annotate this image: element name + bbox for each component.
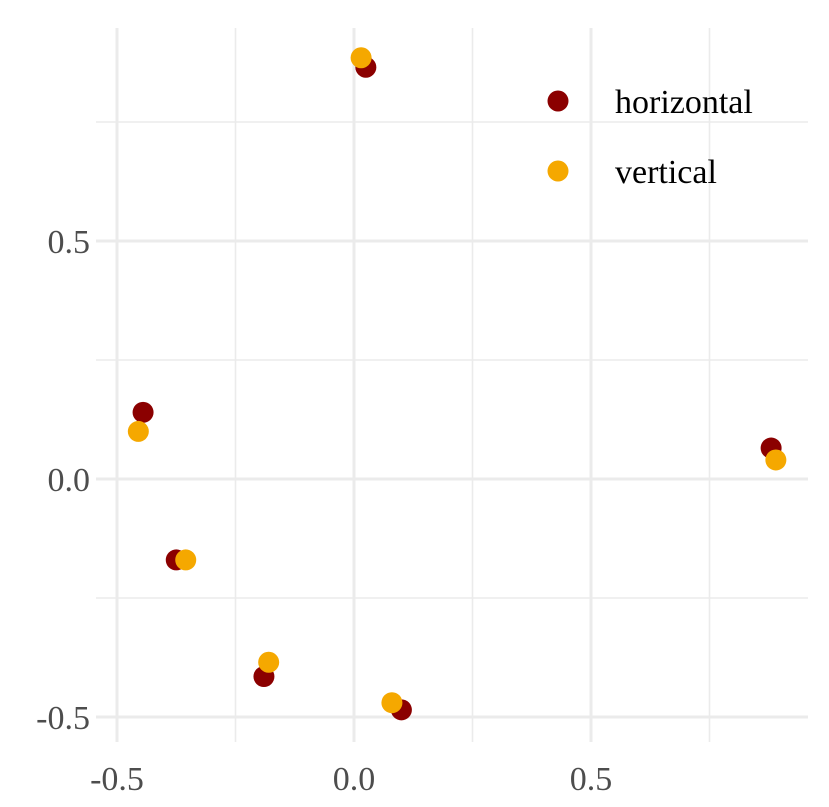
data-point-horizontal bbox=[132, 401, 154, 423]
data-point-vertical bbox=[765, 449, 787, 471]
tick-labels: -0.5 0.0 0.5 -0.5 0.0 0.5 bbox=[36, 224, 612, 798]
x-tick-label: 0.5 bbox=[570, 761, 613, 798]
legend: horizontal vertical bbox=[547, 84, 753, 191]
x-tick-label: 0.0 bbox=[333, 761, 376, 798]
x-tick-label: -0.5 bbox=[90, 761, 144, 798]
data-point-vertical bbox=[258, 651, 280, 673]
legend-label-vertical: vertical bbox=[615, 154, 717, 191]
data-points bbox=[127, 47, 787, 721]
y-tick-label: 0.5 bbox=[48, 224, 91, 261]
grid-lines bbox=[96, 28, 808, 742]
y-tick-label: 0.0 bbox=[48, 462, 91, 499]
y-tick-label: -0.5 bbox=[36, 700, 90, 737]
legend-label-horizontal: horizontal bbox=[615, 84, 753, 121]
legend-key-horizontal bbox=[547, 90, 569, 112]
data-point-vertical bbox=[175, 549, 197, 571]
data-point-vertical bbox=[350, 47, 372, 69]
data-point-vertical bbox=[381, 692, 403, 714]
data-point-vertical bbox=[127, 420, 149, 442]
legend-key-vertical bbox=[547, 160, 569, 182]
